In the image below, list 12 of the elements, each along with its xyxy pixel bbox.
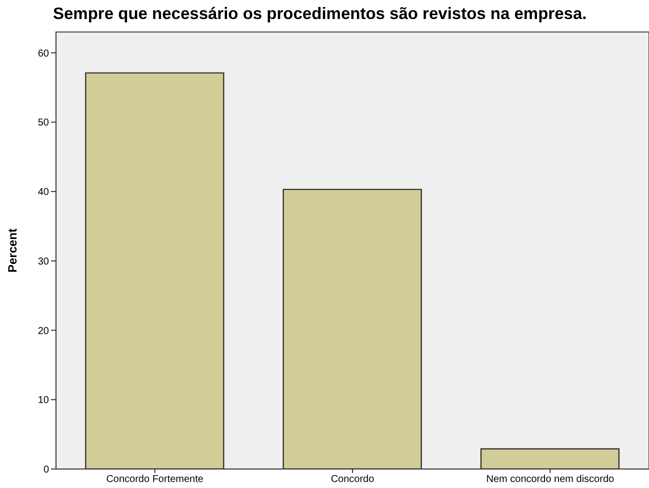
x-tick-label: Concordo [330, 474, 375, 486]
chart-title: Sempre que necessário os procedimentos são revistos na empresa. [53, 5, 587, 24]
x-tick-label: Nem concordo nem discordo [486, 474, 615, 486]
y-axis-title: Percent [5, 228, 20, 273]
y-tick-label: 30 [38, 256, 50, 268]
y-tick-label: 10 [38, 395, 50, 406]
y-tick-label: 60 [38, 48, 50, 60]
y-tick-label: 50 [38, 118, 50, 129]
y-tick-label: 0 [43, 464, 50, 476]
x-tick-label: Concordo Fortemente [106, 474, 204, 486]
y-tick-label: 40 [38, 187, 50, 198]
y-tick-label: 20 [38, 326, 50, 337]
